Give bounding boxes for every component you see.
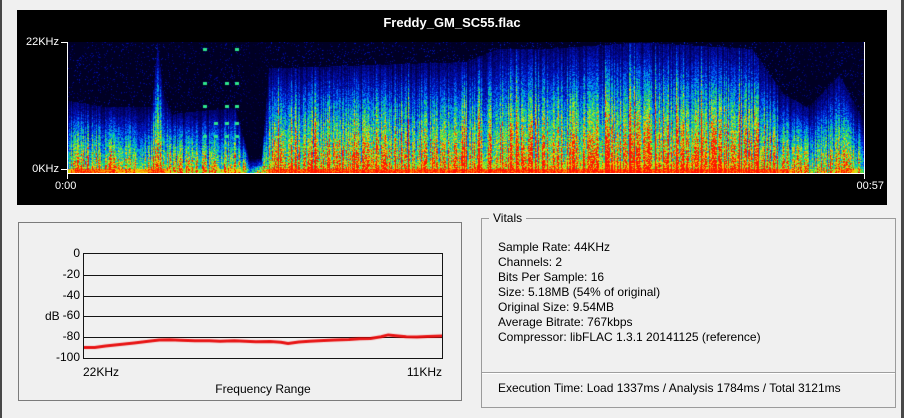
x-axis-title: Frequency Range (215, 382, 311, 396)
ytick-label: -100 (55, 349, 80, 364)
vitals-line: Bits Per Sample: 16 (498, 270, 605, 284)
freq-chart-ytick-labels: 0 -20 -40 -60 -80 -100 (44, 247, 80, 363)
tick-time-end (864, 174, 865, 179)
vitals-line: Original Size: 9.54MB (498, 300, 615, 314)
spectrogram-y-axis-left (67, 42, 68, 174)
execution-time-text: Execution Time: Load 1337ms / Analysis 1… (498, 381, 841, 395)
freq-chart-plot-area (83, 253, 443, 359)
ytick-label: 0 (73, 246, 80, 260)
frequency-chart-panel: 0 -20 -40 -60 -80 -100 dB 22KHz 11KHz Frequen… (18, 222, 462, 401)
time-end-label: 00:57 (856, 180, 884, 192)
freq-top-label: 22KHz (25, 36, 59, 48)
tick-22khz (61, 42, 67, 43)
vitals-line: Sample Rate: 44KHz (498, 240, 611, 254)
xtick-right-label: 11KHz (406, 365, 442, 379)
vitals-groupbox-title: Vitals (489, 211, 527, 225)
ytick-label: -40 (62, 287, 80, 302)
vitals-groupbox: Vitals Sample Rate: 44KHz Channels: 2 Bits… (481, 211, 896, 408)
ytick-label: -20 (62, 266, 80, 281)
ytick-label: -60 (62, 308, 80, 323)
ytick-label: -80 (62, 329, 80, 344)
vitals-line: Channels: 2 (498, 255, 563, 269)
vitals-line: Average Bitrate: 767kbps (498, 315, 633, 329)
file-title: Freddy_GM_SC55.flac (383, 15, 521, 30)
vitals-info-list: Sample Rate: 44KHz Channels: 2 Bits Per Sa… (498, 240, 888, 345)
freq-bottom-label: 0KHz (32, 163, 59, 175)
vitals-separator (482, 372, 895, 374)
window-border-right (901, 0, 904, 418)
tick-0khz (61, 169, 67, 170)
vitals-line: Compressor: libFLAC 1.3.1 20141125 (refe… (498, 330, 761, 344)
time-start-label: 0:00 (55, 180, 77, 192)
spectrogram-y-axis-right (864, 42, 865, 174)
spectrogram-x-axis (67, 173, 865, 174)
spectrogram-panel: Freddy_GM_SC55.flac 22KHz 0KHz 0:00 00:5… (17, 10, 887, 205)
spectrogram-canvas (68, 42, 864, 173)
db-axis-label: dB (45, 309, 60, 323)
tick-time-start (67, 174, 68, 179)
xtick-left-label: 22KHz (83, 365, 120, 379)
window-border-left (0, 0, 2, 418)
frequency-response-line (84, 254, 442, 358)
vitals-line: Size: 5.18MB (54% of original) (498, 285, 661, 299)
